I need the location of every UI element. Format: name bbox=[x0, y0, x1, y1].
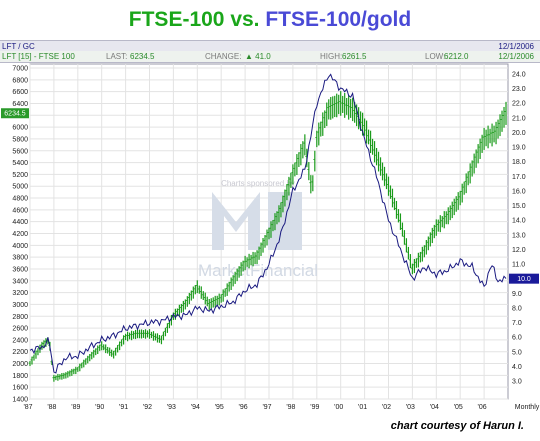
x-tick-label: '03 bbox=[406, 404, 415, 411]
series-label: LFT [15] - FTSE 100 bbox=[2, 52, 75, 61]
y-right-tick-label: 15.0 bbox=[512, 203, 526, 210]
x-tick-label: '90 bbox=[95, 404, 104, 411]
y-right-tick-label: 3.0 bbox=[512, 379, 522, 386]
x-tick-label: '99 bbox=[310, 404, 319, 411]
y-left-tick-label: 3800 bbox=[12, 255, 28, 262]
y-left-tick-label: 5400 bbox=[12, 160, 28, 167]
high-value: 6261.5 bbox=[342, 52, 367, 61]
x-tick-label: '01 bbox=[358, 404, 367, 411]
last-value-marker-right bbox=[509, 273, 539, 284]
last-value: 6234.5 bbox=[130, 52, 155, 61]
x-tick-label: '87 bbox=[23, 404, 32, 411]
y-right-tick-label: 6.0 bbox=[512, 335, 522, 342]
y-left-tick-label: 5000 bbox=[12, 184, 28, 191]
y-right-tick-label: 4.0 bbox=[512, 364, 522, 371]
y-right-tick-label: 13.0 bbox=[512, 232, 526, 239]
y-right-tick-label: 14.0 bbox=[512, 218, 526, 225]
y-right-tick-label: 8.0 bbox=[512, 305, 522, 312]
symbol-label: LFT / GC bbox=[2, 42, 35, 51]
y-left-tick-label: 4200 bbox=[12, 231, 28, 238]
y-left-tick-label: 2000 bbox=[12, 361, 28, 368]
y-right-tick-label: 19.0 bbox=[512, 145, 526, 152]
y-left-tick-label: 5600 bbox=[12, 148, 28, 155]
chart-credit: chart courtesy of Harun I. bbox=[390, 420, 524, 432]
y-left-tick-label: 3600 bbox=[12, 266, 28, 273]
y-right-tick-label: 22.0 bbox=[512, 101, 526, 108]
x-tick-label: '98 bbox=[286, 404, 295, 411]
symbol-header-bar: LFT / GC 12/1/2006 bbox=[0, 40, 540, 52]
x-tick-label: '89 bbox=[71, 404, 80, 411]
x-tick-label: '02 bbox=[382, 404, 391, 411]
y-right-tick-label: 5.0 bbox=[512, 349, 522, 356]
x-axis-end-label: Monthly bbox=[515, 404, 540, 411]
watermark-brand-text: MarketFinancial bbox=[198, 261, 318, 280]
high-label: HIGH: bbox=[320, 52, 343, 61]
y-left-tick-label: 4800 bbox=[12, 196, 28, 203]
x-tick-label: '05 bbox=[454, 404, 463, 411]
y-left-tick-label: 1600 bbox=[12, 385, 28, 392]
y-left-tick-label: 6600 bbox=[12, 89, 28, 96]
y-left-tick-label: 2600 bbox=[12, 326, 28, 333]
y-left-tick-label: 3400 bbox=[12, 278, 28, 285]
y-right-tick-label: 20.0 bbox=[512, 130, 526, 137]
x-tick-label: '88 bbox=[47, 404, 56, 411]
x-tick-label: '94 bbox=[191, 404, 200, 411]
y-left-tick-label: 6800 bbox=[12, 77, 28, 84]
y-left-tick-label: 1800 bbox=[12, 373, 28, 380]
y-right-tick-label: 12.0 bbox=[512, 247, 526, 254]
y-left-tick-label: 2200 bbox=[12, 349, 28, 356]
y-left-tick-label: 3000 bbox=[12, 302, 28, 309]
y-left-tick-label: 3200 bbox=[12, 290, 28, 297]
low-value: 6212.0 bbox=[444, 52, 469, 61]
y-left-tick-label: 4400 bbox=[12, 219, 28, 226]
y-left-tick-label: 2800 bbox=[12, 314, 28, 321]
y-right-tick-label: 17.0 bbox=[512, 174, 526, 181]
y-right-tick-label: 18.0 bbox=[512, 159, 526, 166]
last-value-right-label: 10.0 bbox=[517, 276, 531, 283]
last-label: LAST: bbox=[106, 52, 128, 61]
x-tick-label: '93 bbox=[167, 404, 176, 411]
change-value: ▲ 41.0 bbox=[245, 52, 271, 61]
y-left-tick-label: 4000 bbox=[12, 243, 28, 250]
y-right-tick-label: 24.0 bbox=[512, 72, 526, 79]
x-tick-label: '06 bbox=[478, 404, 487, 411]
x-tick-label: '92 bbox=[143, 404, 152, 411]
y-right-tick-label: 7.0 bbox=[512, 320, 522, 327]
y-right-tick-label: 11.0 bbox=[512, 262, 525, 269]
series-date: 12/1/2006 bbox=[498, 52, 534, 61]
x-tick-label: '04 bbox=[430, 404, 439, 411]
title-part-ftse-gold: FTSE-100/gold bbox=[265, 8, 412, 31]
last-value-left-label: 6234.5 bbox=[4, 111, 26, 118]
y-left-tick-label: 2400 bbox=[12, 337, 28, 344]
y-left-tick-label: 1400 bbox=[12, 397, 28, 404]
y-left-tick-label: 6000 bbox=[12, 125, 28, 132]
x-tick-label: '00 bbox=[334, 404, 343, 411]
y-right-tick-label: 16.0 bbox=[512, 188, 526, 195]
low-label: LOW: bbox=[425, 52, 446, 61]
x-tick-label: '96 bbox=[239, 404, 248, 411]
x-tick-label: '97 bbox=[262, 404, 271, 411]
y-right-tick-label: 21.0 bbox=[512, 115, 526, 122]
change-label: CHANGE: bbox=[205, 52, 242, 61]
y-left-tick-label: 5800 bbox=[12, 136, 28, 143]
y-left-tick-label: 5200 bbox=[12, 172, 28, 179]
watermark-sponsor-text: Charts sponsored by bbox=[221, 179, 295, 188]
title-part-ftse: FTSE-100 vs. bbox=[128, 8, 260, 31]
chart-title: FTSE-100 vs. FTSE-100/gold bbox=[0, 8, 540, 32]
y-left-tick-label: 7000 bbox=[12, 66, 28, 73]
last-value-marker-left bbox=[1, 108, 29, 119]
series-info-bar: LFT [15] - FTSE 100 LAST: 6234.5 CHANGE:… bbox=[0, 51, 540, 63]
header-date: 12/1/2006 bbox=[498, 42, 534, 51]
x-tick-label: '91 bbox=[119, 404, 128, 411]
x-tick-label: '95 bbox=[215, 404, 224, 411]
y-right-tick-label: 9.0 bbox=[512, 291, 522, 298]
y-right-tick-label: 23.0 bbox=[512, 86, 526, 93]
ratio-line bbox=[29, 73, 507, 374]
y-left-tick-label: 6400 bbox=[12, 101, 28, 108]
y-left-tick-label: 4600 bbox=[12, 207, 28, 214]
